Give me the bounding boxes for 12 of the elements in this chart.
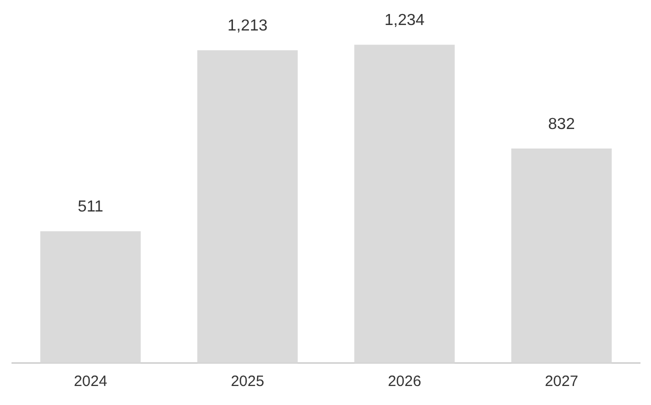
bar	[511, 148, 612, 363]
bar	[197, 50, 298, 363]
bar	[354, 44, 455, 363]
x-tick-label: 2025	[230, 373, 264, 390]
data-label: 832	[548, 116, 575, 133]
data-label: 1,234	[384, 12, 425, 30]
data-label: 1,213	[227, 18, 268, 35]
x-tick-label: 2024	[74, 373, 108, 390]
x-tick-label: 2027	[544, 373, 578, 390]
x-tick-label: 2026	[388, 373, 422, 390]
bar	[40, 231, 141, 363]
data-label: 511	[78, 198, 104, 216]
